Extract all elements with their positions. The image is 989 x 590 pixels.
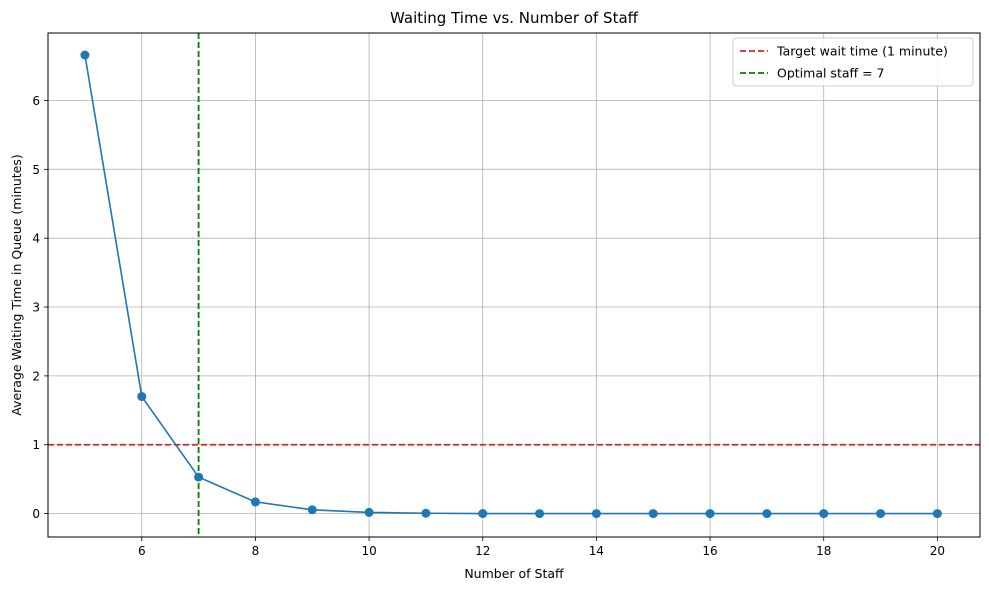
data-point bbox=[307, 505, 317, 515]
x-tick-label: 8 bbox=[252, 544, 260, 558]
x-tick-label: 10 bbox=[361, 544, 376, 558]
x-tick-label: 16 bbox=[702, 544, 717, 558]
legend: Target wait time (1 minute) Optimal staf… bbox=[732, 37, 974, 87]
axes-frame bbox=[47, 32, 981, 538]
x-tick-label: 14 bbox=[589, 544, 604, 558]
y-tick-label: 6 bbox=[32, 94, 40, 108]
legend-label-optimal: Optimal staff = 7 bbox=[777, 66, 885, 81]
y-tick-label: 5 bbox=[32, 163, 40, 177]
reference-lines bbox=[48, 33, 980, 537]
data-point bbox=[80, 50, 90, 60]
data-point bbox=[478, 509, 488, 519]
data-point bbox=[421, 508, 431, 518]
y-ticks: 0 1 2 3 4 5 6 bbox=[32, 94, 48, 521]
series-line bbox=[84, 54, 938, 515]
x-tick-label: 20 bbox=[930, 544, 945, 558]
legend-label-target: Target wait time (1 minute) bbox=[776, 44, 948, 59]
y-tick-label: 1 bbox=[32, 438, 40, 452]
data-point bbox=[250, 497, 260, 507]
y-tick-label: 0 bbox=[32, 507, 40, 521]
y-tick-label: 4 bbox=[32, 232, 40, 246]
legend-box bbox=[732, 37, 974, 87]
x-axis-label: Number of Staff bbox=[464, 566, 564, 581]
y-tick-label: 3 bbox=[32, 301, 40, 315]
y-axis-label: Average Waiting Time in Queue (minutes) bbox=[9, 154, 24, 416]
series-group bbox=[80, 50, 942, 519]
data-point bbox=[364, 507, 374, 517]
data-point bbox=[819, 509, 829, 519]
x-tick-label: 6 bbox=[138, 544, 146, 558]
chart-title: Waiting Time vs. Number of Staff bbox=[390, 9, 639, 27]
data-point bbox=[932, 509, 942, 519]
x-tick-label: 12 bbox=[475, 544, 490, 558]
data-point bbox=[591, 509, 601, 519]
data-point bbox=[194, 472, 204, 482]
x-tick-label: 18 bbox=[816, 544, 831, 558]
y-tick-label: 2 bbox=[32, 369, 40, 383]
data-point bbox=[876, 509, 886, 519]
x-ticks: 6 8 10 12 14 16 18 20 bbox=[138, 537, 945, 558]
data-point bbox=[762, 509, 772, 519]
data-point bbox=[705, 509, 715, 519]
data-point bbox=[648, 509, 658, 519]
data-point bbox=[535, 509, 545, 519]
data-point bbox=[137, 392, 147, 402]
